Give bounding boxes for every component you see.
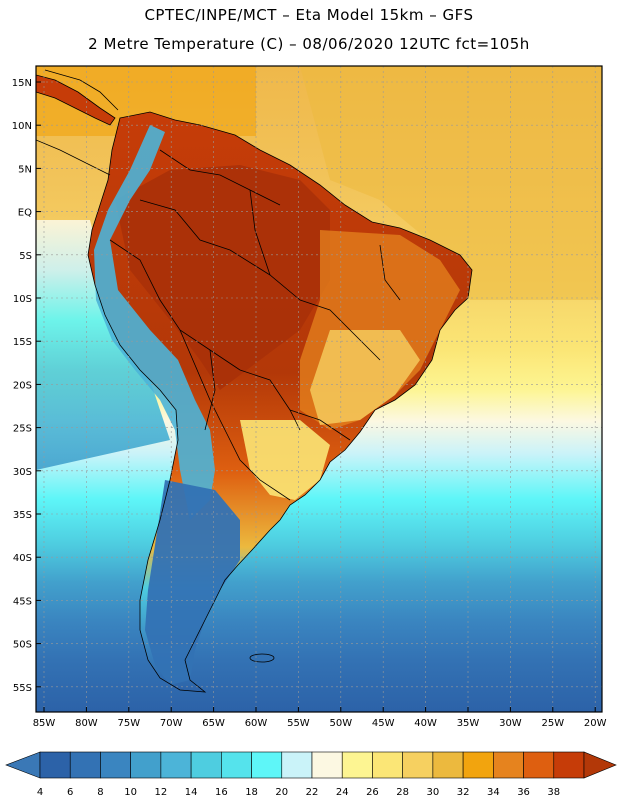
- colorbar-label: 32: [457, 787, 470, 798]
- colorbar: [5, 751, 617, 779]
- lon-label: 75W: [117, 718, 140, 729]
- lat-label: 10N: [12, 121, 32, 132]
- lat-label: EQ: [18, 208, 32, 219]
- colorbar-swatch: [553, 751, 585, 779]
- colorbar-swatch: [160, 751, 192, 779]
- colorbar-low-arrow: [5, 751, 41, 779]
- lat-label: 10S: [13, 294, 32, 305]
- lon-label: 70W: [160, 718, 183, 729]
- central-america-land: [36, 74, 116, 126]
- colorbar-swatch: [221, 751, 252, 779]
- colorbar-label: 36: [517, 787, 530, 798]
- patagonia-cold-zone: [145, 480, 240, 685]
- colorbar-swatch: [311, 751, 343, 779]
- lon-label: 20W: [584, 718, 607, 729]
- andes-cold-strip: [94, 125, 215, 520]
- colorbar-label: 22: [306, 787, 319, 798]
- colorbar-swatch: [251, 751, 283, 779]
- colorbar-swatch: [523, 751, 555, 779]
- latitude-labels: 15N 10N 5N EQ 5S 10S 15S 20S 25S 30S 35S 40S 45S 50S 5…: [12, 78, 41, 694]
- colorbar-swatch: [190, 751, 222, 779]
- colorbar-swatch: [493, 751, 524, 779]
- colorbar-swatch: [341, 751, 373, 779]
- colorbar-label: 8: [97, 787, 103, 798]
- colorbar-label: 10: [124, 787, 137, 798]
- lat-label: 25S: [13, 424, 32, 435]
- south-brazil-zone: [240, 420, 330, 500]
- colorbar-label: 34: [487, 787, 500, 798]
- chart-subtitle: 2 Metre Temperature (C) – 08/06/2020 12U…: [88, 35, 530, 53]
- atlantic-warm-band: [300, 66, 602, 300]
- colorbar-label: 14: [185, 787, 198, 798]
- amazon-hot-zone: [115, 165, 330, 390]
- colorbar-swatch: [432, 751, 464, 779]
- lat-label: 40S: [13, 553, 32, 564]
- lat-label: 35S: [13, 510, 32, 521]
- chart-title: CPTEC/INPE/MCT – Eta Model 15km – GFS: [144, 6, 474, 24]
- colorbar-label: 30: [427, 787, 440, 798]
- colorbar-label: 26: [366, 787, 379, 798]
- lon-label: 55W: [287, 718, 310, 729]
- colorbar-swatch: [281, 751, 313, 779]
- country-borders: [36, 69, 473, 693]
- colorbar-swatch: [39, 751, 71, 779]
- colorbar-label: 28: [396, 787, 409, 798]
- lon-label: 65W: [202, 718, 225, 729]
- colorbar-swatch: [372, 751, 403, 779]
- colorbar-label: 38: [547, 787, 560, 798]
- lat-label: 5S: [19, 251, 32, 262]
- colorbar-swatch: [130, 751, 162, 779]
- colorbar-labels: 4 6 8 10 12 14 16 18 20 22 24 26 28 30 32 34 36 38: [37, 787, 560, 798]
- lon-label: 80W: [75, 718, 98, 729]
- colorbar-label: 12: [155, 787, 168, 798]
- colorbar-swatch: [462, 751, 494, 779]
- lon-label: 30W: [499, 718, 522, 729]
- pacific-cool-zone: [36, 220, 170, 470]
- lon-label: 50W: [329, 718, 352, 729]
- colorbar-swatch: [69, 751, 101, 779]
- colorbar-swatch: [100, 751, 131, 779]
- map-frame: [35, 65, 603, 713]
- colorbar-swatch: [402, 751, 434, 779]
- colorbar-label: 16: [215, 787, 228, 798]
- lat-label: 15N: [12, 78, 32, 89]
- colorbar-high-arrow: [583, 751, 617, 779]
- lat-label: 50S: [13, 640, 32, 651]
- brazil-southeast-zone: [310, 330, 420, 425]
- graticule: [36, 66, 602, 712]
- lon-label: 40W: [414, 718, 437, 729]
- lat-label: 30S: [13, 467, 32, 478]
- colorbar-label: 18: [245, 787, 258, 798]
- colorbar-label: 6: [67, 787, 73, 798]
- lat-label: 55S: [13, 683, 32, 694]
- falkland-islands: [249, 653, 275, 663]
- lat-label: 5N: [18, 164, 32, 175]
- lat-label: 15S: [13, 337, 32, 348]
- lon-label: 35W: [457, 718, 480, 729]
- lat-label: 45S: [13, 596, 32, 607]
- lon-label: 85W: [33, 718, 56, 729]
- lon-label: 60W: [245, 718, 268, 729]
- colorbar-label: 4: [37, 787, 43, 798]
- lat-label: 20S: [13, 380, 32, 391]
- colorbar-label: 20: [275, 787, 288, 798]
- lon-label: 25W: [541, 718, 564, 729]
- colorbar-label: 24: [336, 787, 349, 798]
- longitude-labels: 85W 80W 75W 70W 65W 60W 55W 50W 45W 40W 35W 30W 25W 2…: [33, 707, 607, 729]
- lon-label: 45W: [372, 718, 395, 729]
